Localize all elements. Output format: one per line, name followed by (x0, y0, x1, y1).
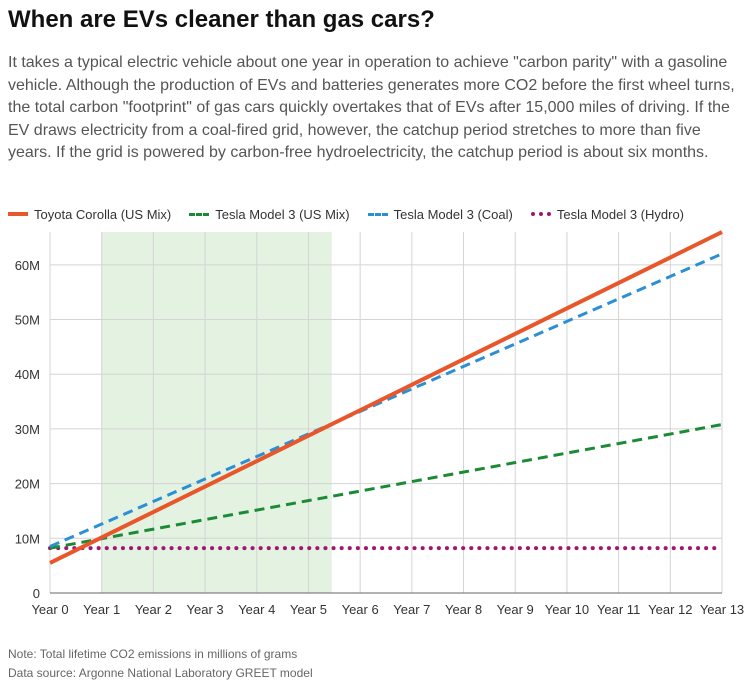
legend-swatch (367, 212, 388, 216)
chart-subtitle: It takes a typical electric vehicle abou… (8, 54, 735, 162)
y-tick-label: 30M (15, 422, 40, 437)
legend-label: Tesla Model 3 (US Mix) (215, 206, 350, 222)
series-line-2 (49, 252, 723, 548)
x-tick-label: Year 10 (545, 602, 589, 617)
series-line-0 (49, 230, 723, 565)
x-tick-label: Year 3 (187, 602, 224, 617)
notes: Note: Total lifetime CO2 emissions in mi… (8, 645, 313, 683)
x-tick-label: Year 2 (135, 602, 172, 617)
x-tick-label: Year 4 (238, 602, 275, 617)
shaded-region (101, 232, 332, 593)
y-tick-label: 0 (33, 586, 40, 601)
x-tick-label: Year 13 (700, 602, 744, 617)
legend-swatch (8, 212, 28, 216)
y-tick-label: 50M (15, 313, 40, 328)
legend-swatch (189, 212, 210, 216)
y-tick-label: 40M (15, 367, 40, 382)
series-line-1 (49, 423, 723, 550)
x-tick-label: Year 9 (497, 602, 534, 617)
x-tick-label: Year 11 (597, 602, 640, 617)
legend-label: Tesla Model 3 (Coal) (393, 206, 513, 222)
legend-item: Tesla Model 3 (Hydro) (530, 206, 685, 222)
chart-title: When are EVs cleaner than gas cars? (8, 6, 435, 33)
legend-item: Tesla Model 3 (Coal) (367, 206, 513, 222)
legend-label: Toyota Corolla (US Mix) (34, 206, 172, 222)
x-tick-label: Year 12 (648, 602, 692, 617)
line-chart: Year 0 Year 1 Year 2 Year 3 Year 4 Year 5 Year… (15, 230, 744, 617)
x-tick-label: Year 5 (290, 602, 327, 617)
legend-label: Tesla Model 3 (Hydro) (556, 206, 685, 222)
legend: Toyota Corolla (US Mix) Tesla Model 3 (US… (8, 204, 702, 224)
note-text: Note: Total lifetime CO2 emissions in mi… (8, 647, 298, 661)
x-tick-label: Year 1 (83, 602, 120, 617)
source-text: Data source: Argonne National Laboratory… (8, 666, 313, 680)
x-tick-label: Year 0 (31, 602, 68, 617)
y-tick-label: 10M (15, 531, 40, 546)
x-tick-label: Year 7 (393, 602, 430, 617)
legend-item: Tesla Model 3 (US Mix) (189, 206, 350, 222)
x-tick-label: Year 8 (445, 602, 482, 617)
x-tick-label: Year 6 (342, 602, 379, 617)
y-tick-label: 20M (15, 477, 40, 492)
legend-item: Toyota Corolla (US Mix) (8, 207, 171, 222)
y-tick-label: 60M (15, 258, 40, 273)
legend-swatch (530, 212, 551, 216)
